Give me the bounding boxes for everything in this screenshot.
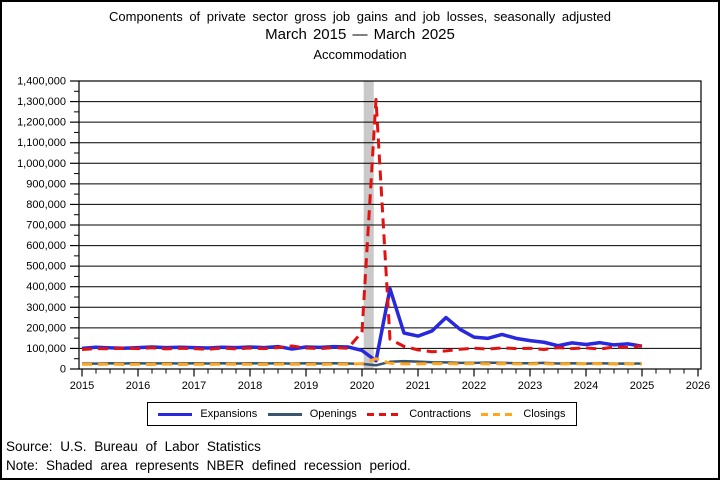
y-tick-label: 500,000 <box>26 261 66 273</box>
chart-date-range: March 2015 — March 2025 <box>265 26 455 43</box>
legend-label-openings: Openings <box>309 408 357 420</box>
y-tick-label: 400,000 <box>26 281 66 293</box>
legend-label-contractions: Contractions <box>409 408 471 420</box>
legend: Expansions Openings Contractions Closing… <box>147 402 577 426</box>
y-tick-label: 700,000 <box>26 220 66 232</box>
legend-item-expansions: Expansions <box>158 408 257 420</box>
series-expansions <box>81 287 643 363</box>
y-tick-label: 100,000 <box>26 343 66 355</box>
note-text: Note: Shaded area represents NBER define… <box>6 458 411 473</box>
x-tick-label: 2021 <box>406 380 430 392</box>
source-text: Source: U.S. Bureau of Labor Statistics <box>6 439 261 454</box>
x-tick-label: 2016 <box>126 380 150 392</box>
x-tick-label: 2023 <box>518 380 542 392</box>
y-tick-label: 600,000 <box>26 240 66 252</box>
y-tick-label: 900,000 <box>26 178 66 190</box>
series-contractions <box>81 98 643 354</box>
y-tick-label: 1,200,000 <box>17 117 66 129</box>
y-tick-label: 1,000,000 <box>17 158 66 170</box>
x-tick-label: 2025 <box>630 380 654 392</box>
y-tick-label: 800,000 <box>26 199 66 211</box>
y-tick-label: 0 <box>60 364 66 376</box>
x-tick-label: 2024 <box>574 380 598 392</box>
legend-label-expansions: Expansions <box>200 408 258 420</box>
x-tick-label: 2020 <box>350 380 374 392</box>
y-tick-label: 200,000 <box>26 322 66 334</box>
expansions-line-icon <box>158 412 193 416</box>
legend-item-contractions: Contractions <box>367 408 471 420</box>
closings-line-icon <box>481 412 516 416</box>
legend-label-closings: Closings <box>523 408 566 420</box>
chart-title: Components of private sector gross job g… <box>109 9 611 24</box>
series-closings <box>81 357 643 366</box>
x-tick-label: 2018 <box>238 380 262 392</box>
legend-item-openings: Openings <box>267 408 357 420</box>
contractions-line-icon <box>367 412 402 416</box>
x-tick-label: 2017 <box>182 380 206 392</box>
x-tick-label: 2022 <box>462 380 486 392</box>
x-tick-label: 2015 <box>70 380 94 392</box>
y-tick-label: 1,400,000 <box>17 76 66 88</box>
legend-item-closings: Closings <box>481 408 566 420</box>
x-tick-label: 2026 <box>686 380 710 392</box>
chart-industry: Accommodation <box>313 47 407 62</box>
openings-line-icon <box>267 412 302 416</box>
y-tick-label: 1,300,000 <box>17 96 66 108</box>
y-tick-label: 1,100,000 <box>17 137 66 149</box>
y-tick-label: 300,000 <box>26 302 66 314</box>
x-tick-label: 2019 <box>294 380 318 392</box>
